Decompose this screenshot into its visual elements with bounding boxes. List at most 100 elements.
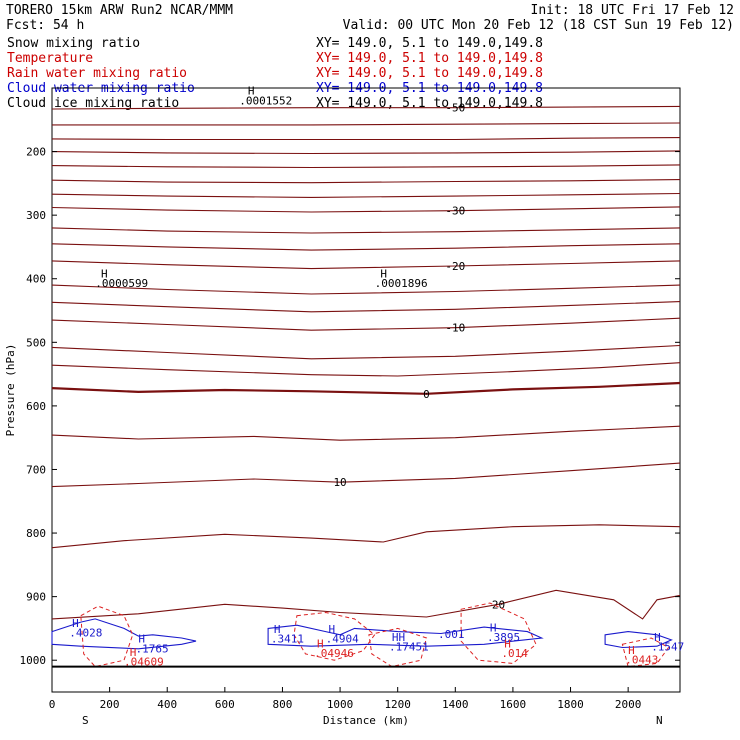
header-valid: Valid: 00 UTC Mon 20 Feb 12 (18 CST Sun …	[343, 18, 734, 33]
extremum-label: H	[490, 622, 497, 635]
extremum-label: .04609	[124, 655, 164, 668]
rain-contour	[368, 627, 428, 668]
x-axis-label: Distance (km)	[323, 714, 409, 727]
rain-contour	[80, 605, 134, 668]
temperature-contour	[51, 381, 681, 395]
y-tick-label: 900	[26, 591, 46, 604]
x-tick-label: 600	[215, 698, 235, 711]
y-tick-label: 200	[26, 146, 46, 159]
temperature-contour	[51, 206, 681, 213]
x-axis-ticks: 0 200 400 600 800 1000 1200 1400 1600 1800 2000	[49, 687, 642, 711]
extremum-label: H	[130, 646, 137, 659]
extremum-label: .001	[438, 628, 465, 641]
y-tick-label: 600	[26, 400, 46, 413]
header-init: Init: 18 UTC Fri 17 Feb 12	[531, 3, 735, 18]
temperature-contour	[51, 301, 681, 313]
y-axis-ticks: 200 300 400 500 600 700 800 900 1000	[20, 146, 680, 667]
contour-label: -50	[445, 102, 465, 115]
extremum-label: .1547	[651, 641, 684, 654]
temperature-contour	[51, 317, 681, 331]
extremum-label: HH	[392, 631, 405, 644]
x-tick-label: 200	[100, 698, 120, 711]
header-title: TORERO 15km ARW Run2 NCAR/MMM	[6, 3, 233, 18]
field-name: Temperature	[7, 51, 93, 66]
extremum-label: .1765	[136, 643, 169, 656]
contour-label: 10	[333, 476, 346, 489]
extremum-label: H	[138, 632, 145, 645]
temperature-contour	[51, 589, 681, 620]
field-xy: XY= 149.0, 5.1 to 149.0,149.8	[316, 36, 543, 51]
temperature-contour	[51, 344, 681, 360]
temperature-contour	[51, 227, 681, 234]
extremum-label: H	[504, 637, 511, 650]
extremum-label: H	[72, 617, 79, 630]
cloud-water-contour	[604, 631, 673, 649]
temperature-contour	[51, 137, 681, 141]
x-tick-label: 1600	[500, 698, 527, 711]
field-xy: XY= 149.0, 5.1 to 149.0,149.8	[316, 96, 543, 111]
temperature-contour	[51, 362, 681, 377]
extremum-label: H	[101, 267, 108, 280]
x-tick-label: 1200	[384, 698, 411, 711]
extremum-label: .17451	[389, 641, 429, 654]
field-xy: XY= 149.0, 5.1 to 149.0,149.8	[316, 51, 543, 66]
temperature-contour	[51, 284, 681, 295]
temperature-contour	[51, 179, 681, 184]
extremum-label: .0443	[625, 653, 658, 666]
temperature-contour	[51, 243, 681, 251]
extremum-label: .0001552	[239, 95, 292, 108]
extremum-label: H	[380, 267, 387, 280]
extremum-label: H	[248, 84, 255, 97]
y-tick-label: 300	[26, 209, 46, 222]
extremum-label: .014	[501, 647, 528, 660]
x-tick-label: 800	[273, 698, 293, 711]
field-name: Cloud ice mixing ratio	[7, 96, 179, 111]
contour-label: 0	[423, 388, 430, 401]
temperature-contour	[51, 150, 681, 155]
rain-contour	[460, 602, 537, 664]
y-tick-label: 1000	[20, 654, 47, 667]
extremum-label: .04946	[314, 647, 354, 660]
y-tick-label: 400	[26, 273, 46, 286]
extremum-label: H	[654, 631, 661, 644]
extremum-label: H	[329, 623, 336, 636]
extremum-label: .4028	[69, 627, 102, 640]
x-tick-label: 2000	[615, 698, 642, 711]
field-name: Rain water mixing ratio	[7, 66, 187, 81]
extremum-label: .4904	[326, 632, 359, 645]
temperature-contour	[51, 192, 681, 198]
x-tick-label: 400	[157, 698, 177, 711]
extremum-label: .3411	[271, 632, 304, 645]
x-end-label-south: S	[82, 714, 89, 727]
y-tick-label: 800	[26, 527, 46, 540]
y-axis-label: Pressure (hPa)	[4, 344, 17, 437]
field-name: Snow mixing ratio	[7, 36, 140, 51]
temperature-contour	[51, 105, 681, 110]
cloud-water-contour	[51, 618, 197, 650]
extremum-label: H	[628, 644, 635, 657]
y-tick-label: 700	[26, 463, 46, 476]
temperature-contour	[51, 462, 681, 488]
rain-contours	[80, 602, 670, 668]
extremum-label: H	[317, 637, 324, 650]
x-end-label-north: N	[656, 714, 663, 727]
rain-contour	[293, 611, 376, 661]
contour-label: -30	[445, 205, 465, 218]
temperature-contour	[52, 122, 681, 126]
extremum-label: .0001896	[375, 277, 428, 290]
x-tick-label: 1000	[327, 698, 354, 711]
extremum-label: .0000599	[95, 277, 148, 290]
rain-contour	[621, 637, 670, 668]
y-tick-label: 500	[26, 336, 46, 349]
temperature-contour	[51, 524, 681, 549]
contour-label: -10	[445, 322, 465, 335]
cloud-water-contour	[267, 624, 544, 647]
x-tick-label: 1400	[442, 698, 469, 711]
contour-label: -20	[445, 260, 465, 273]
temperature-contour	[51, 425, 681, 441]
x-tick-label: 1800	[557, 698, 584, 711]
extremum-label: .3895	[487, 631, 520, 644]
